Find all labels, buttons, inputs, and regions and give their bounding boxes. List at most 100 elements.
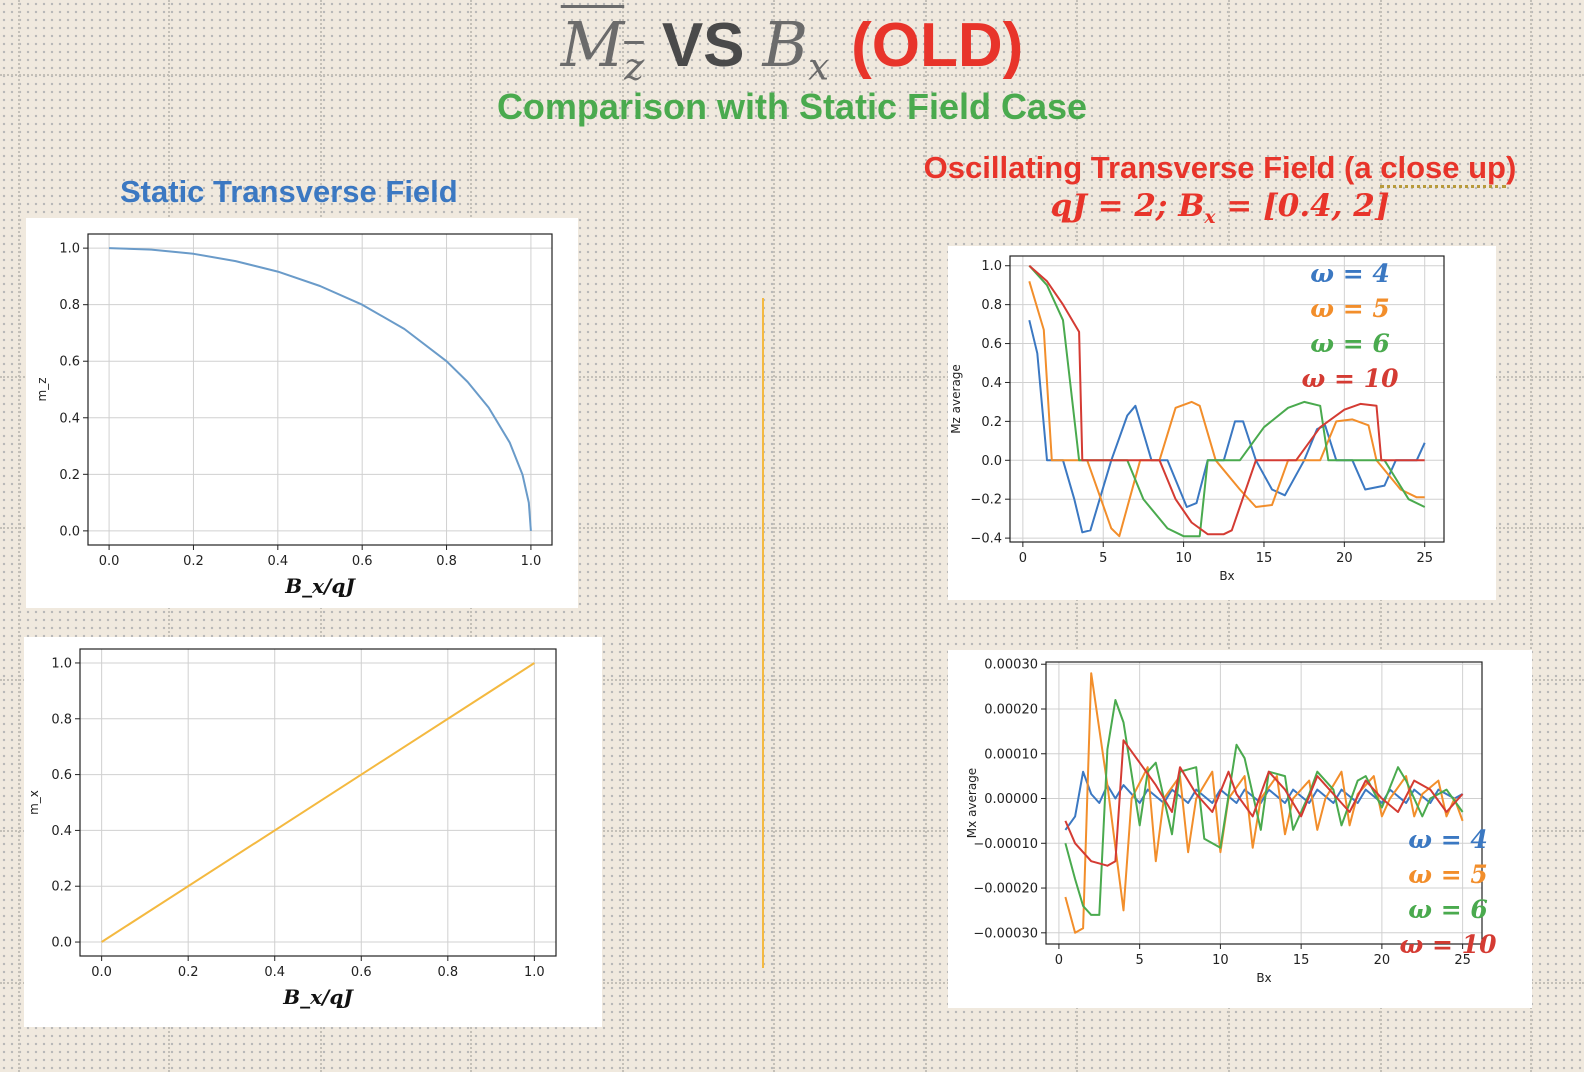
series-line-2: [1028, 265, 1426, 538]
x-tick-label: 10: [1175, 551, 1192, 566]
y-tick-label: 0.4: [59, 411, 80, 426]
y-tick-label: −0.00010: [973, 837, 1038, 852]
y-tick-label: 0.6: [51, 768, 72, 783]
slide-subtitle: Comparison with Static Field Case: [496, 86, 1088, 127]
x-tick-label: 5: [1099, 551, 1107, 566]
y-tick-label: 0.6: [59, 355, 80, 370]
osc-mx-panel: 0 5 10 15 20 25 −0.00030 −0.00020 −0.00010 0.0000…: [948, 650, 1532, 1008]
series-line-3: [1064, 739, 1464, 867]
static-heading: Static Transverse Field: [120, 174, 458, 209]
plot-frame: [87, 233, 553, 546]
x-tick-label: 0.2: [183, 554, 204, 569]
legend-entry: ω = 10: [1302, 364, 1400, 393]
x-tick-label: 0.8: [437, 965, 458, 980]
series-line-1: [1028, 281, 1425, 538]
x-tick-label: 0: [1019, 551, 1027, 566]
static-mx-panel: 0.0 0.2 0.4 0.6 0.8 1.0 0.0 0.2 0.4 0.6 0.8 1.0 B_x/…: [24, 637, 602, 1027]
x-tick-label: 1.0: [524, 965, 545, 980]
y-tick-label: 0.00000: [984, 792, 1038, 807]
y-tick-label: 0.0: [51, 936, 72, 951]
y-tick-label: −0.00020: [973, 882, 1038, 897]
y-tick-label: 0.00030: [984, 658, 1038, 673]
y-axis-label: m_z: [35, 378, 49, 402]
series-line-2: [1064, 699, 1464, 916]
y-tick-label: 1.0: [981, 259, 1002, 274]
y-tick-label: −0.4: [970, 532, 1002, 547]
y-tick-label: 0.6: [981, 337, 1002, 352]
y-tick-label: 0.0: [59, 524, 80, 539]
x-tick-label: 15: [1256, 551, 1273, 566]
x-axis-label: B_x/qJ: [282, 985, 354, 1009]
static-mz-panel: 0.0 0.2 0.4 0.6 0.8 1.0 0.0 0.2 0.4 0.6 0.8 1.0 B_x/…: [26, 218, 578, 608]
x-tick-label: 0.2: [178, 965, 199, 980]
legend-entry: ω = 4: [1408, 825, 1488, 854]
grid: [88, 234, 552, 545]
osc-params: qJ = 2; Bx = [0.4, 2]: [1050, 188, 1390, 229]
series-line-0: [1028, 319, 1426, 534]
slide-title: Mz VS Bx (OLD): [0, 8, 1584, 88]
y-axis-label: Mx average: [965, 768, 979, 838]
x-tick-label: 10: [1212, 953, 1229, 968]
y-tick-label: 1.0: [59, 242, 80, 257]
legend-entry: ω = 4: [1310, 259, 1390, 288]
x-tick-label: 20: [1374, 953, 1391, 968]
plot-frame: [79, 648, 557, 957]
title-mz: Mz: [560, 8, 644, 89]
y-tick-label: 0.00020: [984, 703, 1038, 718]
x-tick-label: 1.0: [521, 554, 542, 569]
y-axis-label: m_x: [27, 790, 41, 815]
title-old: (OLD): [851, 11, 1024, 80]
x-axis-label: Bx: [1256, 971, 1271, 985]
y-tick-label: 0.8: [51, 712, 72, 727]
series-line-0: [101, 662, 535, 943]
y-tick-label: 0.2: [981, 415, 1002, 430]
x-tick-label: 0.0: [91, 965, 112, 980]
x-tick-label: 15: [1293, 953, 1310, 968]
x-tick-label: 25: [1454, 953, 1471, 968]
y-tick-label: 0.2: [59, 468, 80, 483]
x-tick-label: 0.4: [267, 554, 288, 569]
y-tick-label: −0.00030: [973, 926, 1038, 941]
y-tick-label: 0.0: [981, 454, 1002, 469]
y-tick-label: 0.8: [59, 298, 80, 313]
legend-entry: ω = 5: [1408, 860, 1488, 889]
x-tick-label: 0.8: [436, 554, 457, 569]
y-tick-label: 0.4: [51, 824, 72, 839]
y-axis-label: Mz average: [949, 364, 963, 434]
x-axis-label: B_x/qJ: [284, 574, 356, 598]
legend-entry: ω = 6: [1408, 895, 1488, 924]
osc-mz-panel: 0 5 10 15 20 25 −0.4 −0.2 0.0 0.2 0.4 0.6 0.8 1.0 Bx Mz…: [948, 246, 1496, 600]
x-tick-label: 0.6: [351, 965, 372, 980]
x-tick-label: 0.0: [99, 554, 120, 569]
y-tick-label: 0.8: [981, 298, 1002, 313]
static-mz-chart: 0.0 0.2 0.4 0.6 0.8 1.0 0.0 0.2 0.4 0.6 0.8 1.0 B_x/…: [35, 233, 553, 598]
plot-frame: [1045, 661, 1483, 945]
legend-entry: ω = 10: [1400, 930, 1498, 959]
grid: [1010, 256, 1444, 542]
title-vs: VS: [661, 11, 745, 80]
series-line-3: [1028, 264, 1425, 536]
x-tick-label: 0: [1055, 953, 1063, 968]
y-tick-label: −0.2: [970, 493, 1002, 508]
y-tick-label: 0.4: [981, 376, 1002, 391]
x-tick-label: 5: [1136, 953, 1144, 968]
static-mx-chart: 0.0 0.2 0.4 0.6 0.8 1.0 0.0 0.2 0.4 0.6 0.8 1.0 B_x/…: [27, 648, 557, 1009]
grid: [80, 649, 556, 956]
close-up-text: close up: [1380, 150, 1506, 188]
vertical-divider: [762, 298, 764, 968]
osc-heading: Oscillating Transverse Field (a close up…: [910, 150, 1530, 188]
x-tick-label: 0.4: [264, 965, 285, 980]
y-tick-label: 0.00010: [984, 747, 1038, 762]
title-bx: Bx: [762, 8, 830, 89]
x-tick-label: 20: [1336, 551, 1353, 566]
y-tick-label: 1.0: [51, 656, 72, 671]
legend-entry: ω = 5: [1310, 294, 1390, 323]
plot-frame: [1009, 255, 1445, 543]
y-tick-label: 0.2: [51, 880, 72, 895]
legend-entry: ω = 6: [1310, 329, 1390, 358]
x-tick-label: 0.6: [352, 554, 373, 569]
osc-mx-chart: 0 5 10 15 20 25 −0.00030 −0.00020 −0.00010 0.0000…: [965, 658, 1498, 985]
x-axis-label: Bx: [1219, 569, 1234, 583]
osc-mz-chart: 0 5 10 15 20 25 −0.4 −0.2 0.0 0.2 0.4 0.6 0.8 1.0 Bx Mz…: [949, 255, 1445, 583]
series-line-0: [109, 247, 532, 531]
